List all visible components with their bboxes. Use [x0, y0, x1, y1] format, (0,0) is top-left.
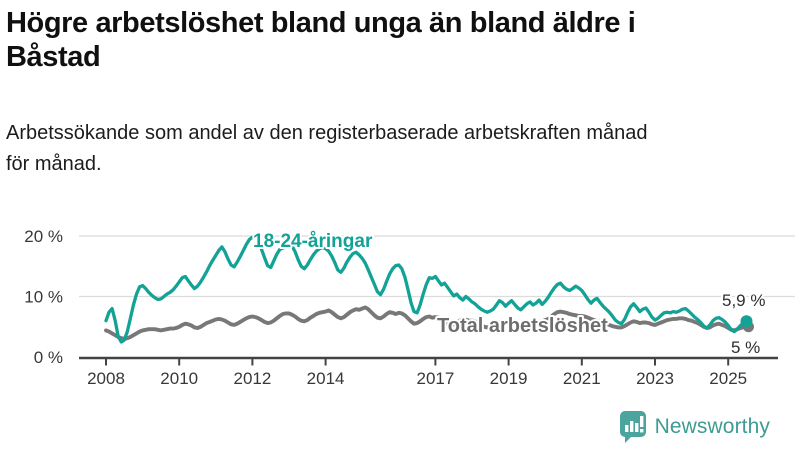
y-axis-label-20: 20 %: [24, 227, 63, 246]
page-title-line-1: Högre arbetslöshet bland unga än bland ä…: [6, 7, 636, 39]
logo-bar-mid: [634, 423, 639, 432]
x-axis-label-2023: 2023: [636, 369, 674, 388]
x-axis-label-2010: 2010: [160, 369, 198, 388]
unemployment-line-chart: 0 % 10 % 20 % 2008 2010 2012 2014 2017 2019 2021 2…: [24, 227, 795, 388]
y-axis-label-10: 10 %: [24, 288, 63, 307]
chart-subtitle-line-1: Arbetssökande som andel av den registerb…: [6, 122, 648, 144]
series-label-youth: 18-24-åringar: [253, 231, 373, 252]
logo-bar-short: [624, 425, 629, 432]
x-axis-label-2021: 2021: [563, 369, 601, 388]
x-axis-label-2025: 2025: [709, 369, 747, 388]
brand-footer: Newsworthy: [619, 408, 770, 446]
x-axis-label-2019: 2019: [490, 369, 528, 388]
logo-exclamation-dot: [639, 429, 644, 433]
x-axis-label-2014: 2014: [307, 369, 345, 388]
series-label-total: Total arbetslöshet: [437, 315, 608, 337]
end-value-label-youth: 5,9 %: [722, 291, 765, 310]
series-line-total: [104, 305, 749, 341]
x-axis-label-2012: 2012: [233, 369, 271, 388]
y-axis-label-0: 0 %: [34, 348, 63, 367]
x-axis-label-2017: 2017: [416, 369, 454, 388]
series-end-dot-youth: [740, 315, 753, 328]
x-axis-label-2008: 2008: [87, 369, 125, 388]
end-value-label-total: 5 %: [731, 338, 760, 357]
chart-subtitle-line-2: för månad.: [6, 153, 102, 175]
brand-name: Newsworthy: [654, 415, 770, 438]
logo-bar-tall: [629, 421, 634, 432]
page-title: Högre arbetslöshet bland unga än bland ä…: [6, 6, 786, 74]
newsworthy-logo-icon: [619, 411, 646, 443]
series-line-youth: [104, 234, 749, 344]
page-title-line-2: Båstad: [6, 41, 101, 73]
logo-exclamation-bar: [639, 416, 644, 427]
chart-subtitle: Arbetssökande som andel av den registerb…: [6, 118, 796, 180]
